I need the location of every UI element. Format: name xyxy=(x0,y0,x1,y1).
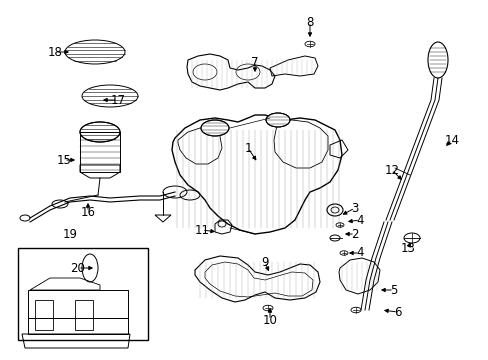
Ellipse shape xyxy=(265,113,289,127)
Polygon shape xyxy=(172,115,341,234)
Text: 17: 17 xyxy=(110,94,125,107)
Bar xyxy=(35,300,53,330)
Ellipse shape xyxy=(82,254,98,282)
Text: 7: 7 xyxy=(251,55,258,68)
Text: 20: 20 xyxy=(70,261,85,274)
Bar xyxy=(75,300,93,330)
Text: 10: 10 xyxy=(262,314,277,327)
Text: 13: 13 xyxy=(400,242,415,255)
Text: 6: 6 xyxy=(393,306,401,319)
Text: 1: 1 xyxy=(244,141,251,154)
Bar xyxy=(28,290,128,318)
Text: 9: 9 xyxy=(261,256,268,269)
Text: 14: 14 xyxy=(444,134,459,147)
Text: 16: 16 xyxy=(81,206,95,219)
Bar xyxy=(28,318,128,334)
Text: 2: 2 xyxy=(350,228,358,240)
Text: 5: 5 xyxy=(389,284,397,297)
Text: 3: 3 xyxy=(350,202,358,215)
Text: 19: 19 xyxy=(62,228,77,240)
Ellipse shape xyxy=(201,120,228,136)
Text: 8: 8 xyxy=(305,15,313,28)
Text: 15: 15 xyxy=(57,153,71,166)
Bar xyxy=(18,248,148,340)
Text: 12: 12 xyxy=(384,163,399,176)
Text: 11: 11 xyxy=(194,224,209,237)
Text: 4: 4 xyxy=(356,247,363,260)
Text: 4: 4 xyxy=(356,213,363,226)
Bar xyxy=(80,132,120,172)
Text: 18: 18 xyxy=(47,45,62,58)
